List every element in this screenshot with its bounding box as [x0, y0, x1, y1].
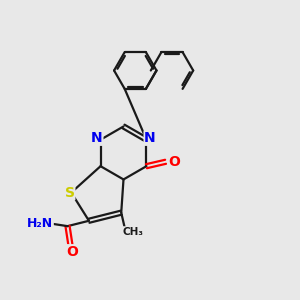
Text: N: N [144, 131, 156, 145]
Text: O: O [66, 245, 78, 259]
Text: O: O [168, 155, 180, 169]
Text: S: S [65, 186, 75, 200]
Text: CH₃: CH₃ [122, 227, 143, 237]
Text: H₂N: H₂N [27, 217, 53, 230]
Text: N: N [91, 131, 103, 145]
